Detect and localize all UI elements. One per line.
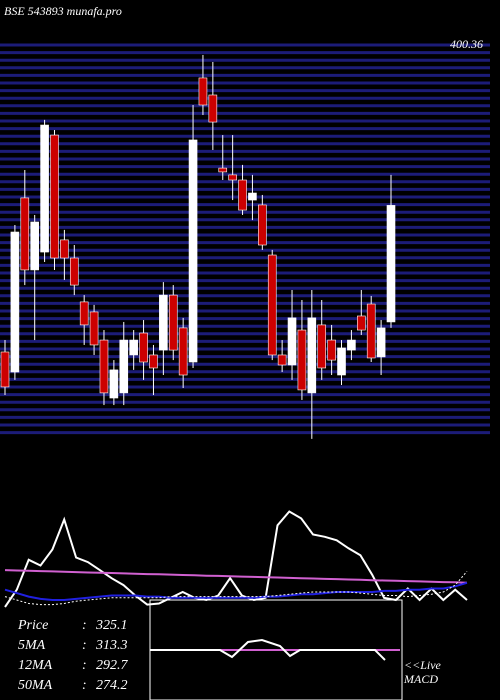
candle-body	[89, 311, 99, 346]
candle-body	[248, 192, 257, 201]
candle-body	[386, 205, 396, 323]
stat-colon: :	[82, 658, 87, 673]
candle-body	[149, 354, 158, 369]
candle-body	[178, 327, 188, 376]
candle-body	[337, 347, 346, 376]
chart-title: BSE 543893 munafa.pro	[4, 4, 122, 18]
candle-body	[69, 257, 79, 286]
macd-line	[150, 638, 386, 661]
candle-body	[99, 339, 109, 394]
candle-body	[218, 167, 228, 173]
stat-value: 274.2	[96, 678, 128, 693]
candle-body	[139, 332, 148, 363]
indicator-line	[4, 569, 468, 584]
candle-body	[258, 204, 267, 246]
candle-body	[198, 77, 208, 106]
indicator-line	[4, 581, 468, 601]
candle-body	[40, 124, 49, 253]
candle-body	[238, 179, 247, 211]
candle-body	[366, 303, 376, 359]
candle-body	[357, 315, 366, 331]
candle-body	[159, 294, 168, 351]
candle-body	[60, 239, 69, 259]
candle-body	[297, 329, 307, 391]
stat-value: 313.3	[95, 638, 128, 653]
candle-body	[228, 174, 237, 181]
candle-body	[208, 94, 218, 123]
stat-colon: :	[82, 678, 87, 693]
macd-note: MACD	[403, 672, 438, 686]
candle-body	[287, 317, 297, 366]
candle-body	[168, 294, 178, 351]
stat-colon: :	[82, 618, 87, 633]
candle-body	[129, 339, 138, 356]
indicator-line	[4, 510, 468, 608]
stat-label: 50MA	[18, 678, 53, 693]
y-tick-label: 400.36	[450, 37, 483, 51]
candle-body	[188, 139, 198, 363]
candle-body	[10, 231, 20, 373]
candle-body	[79, 301, 89, 326]
candle-body	[20, 197, 30, 271]
candle-body	[277, 354, 287, 366]
stat-value: 325.1	[95, 618, 128, 633]
stat-label: 12MA	[18, 658, 53, 673]
candle-body	[327, 339, 336, 361]
candle-body	[119, 339, 129, 394]
candle-body	[50, 134, 59, 259]
stat-value: 292.7	[96, 658, 129, 673]
candle-body	[267, 254, 277, 356]
indicator-line	[4, 570, 468, 606]
stat-colon: :	[82, 638, 87, 653]
stat-label: Price	[17, 618, 48, 633]
candle-body	[317, 324, 327, 369]
candle-body	[347, 339, 356, 351]
stat-label: 5MA	[18, 638, 46, 653]
candle-body	[307, 317, 317, 394]
candle-body	[109, 369, 119, 399]
candle-body	[0, 351, 10, 388]
candle-body	[30, 221, 39, 271]
candle-body	[376, 327, 386, 358]
macd-note: <<Live	[404, 658, 442, 672]
